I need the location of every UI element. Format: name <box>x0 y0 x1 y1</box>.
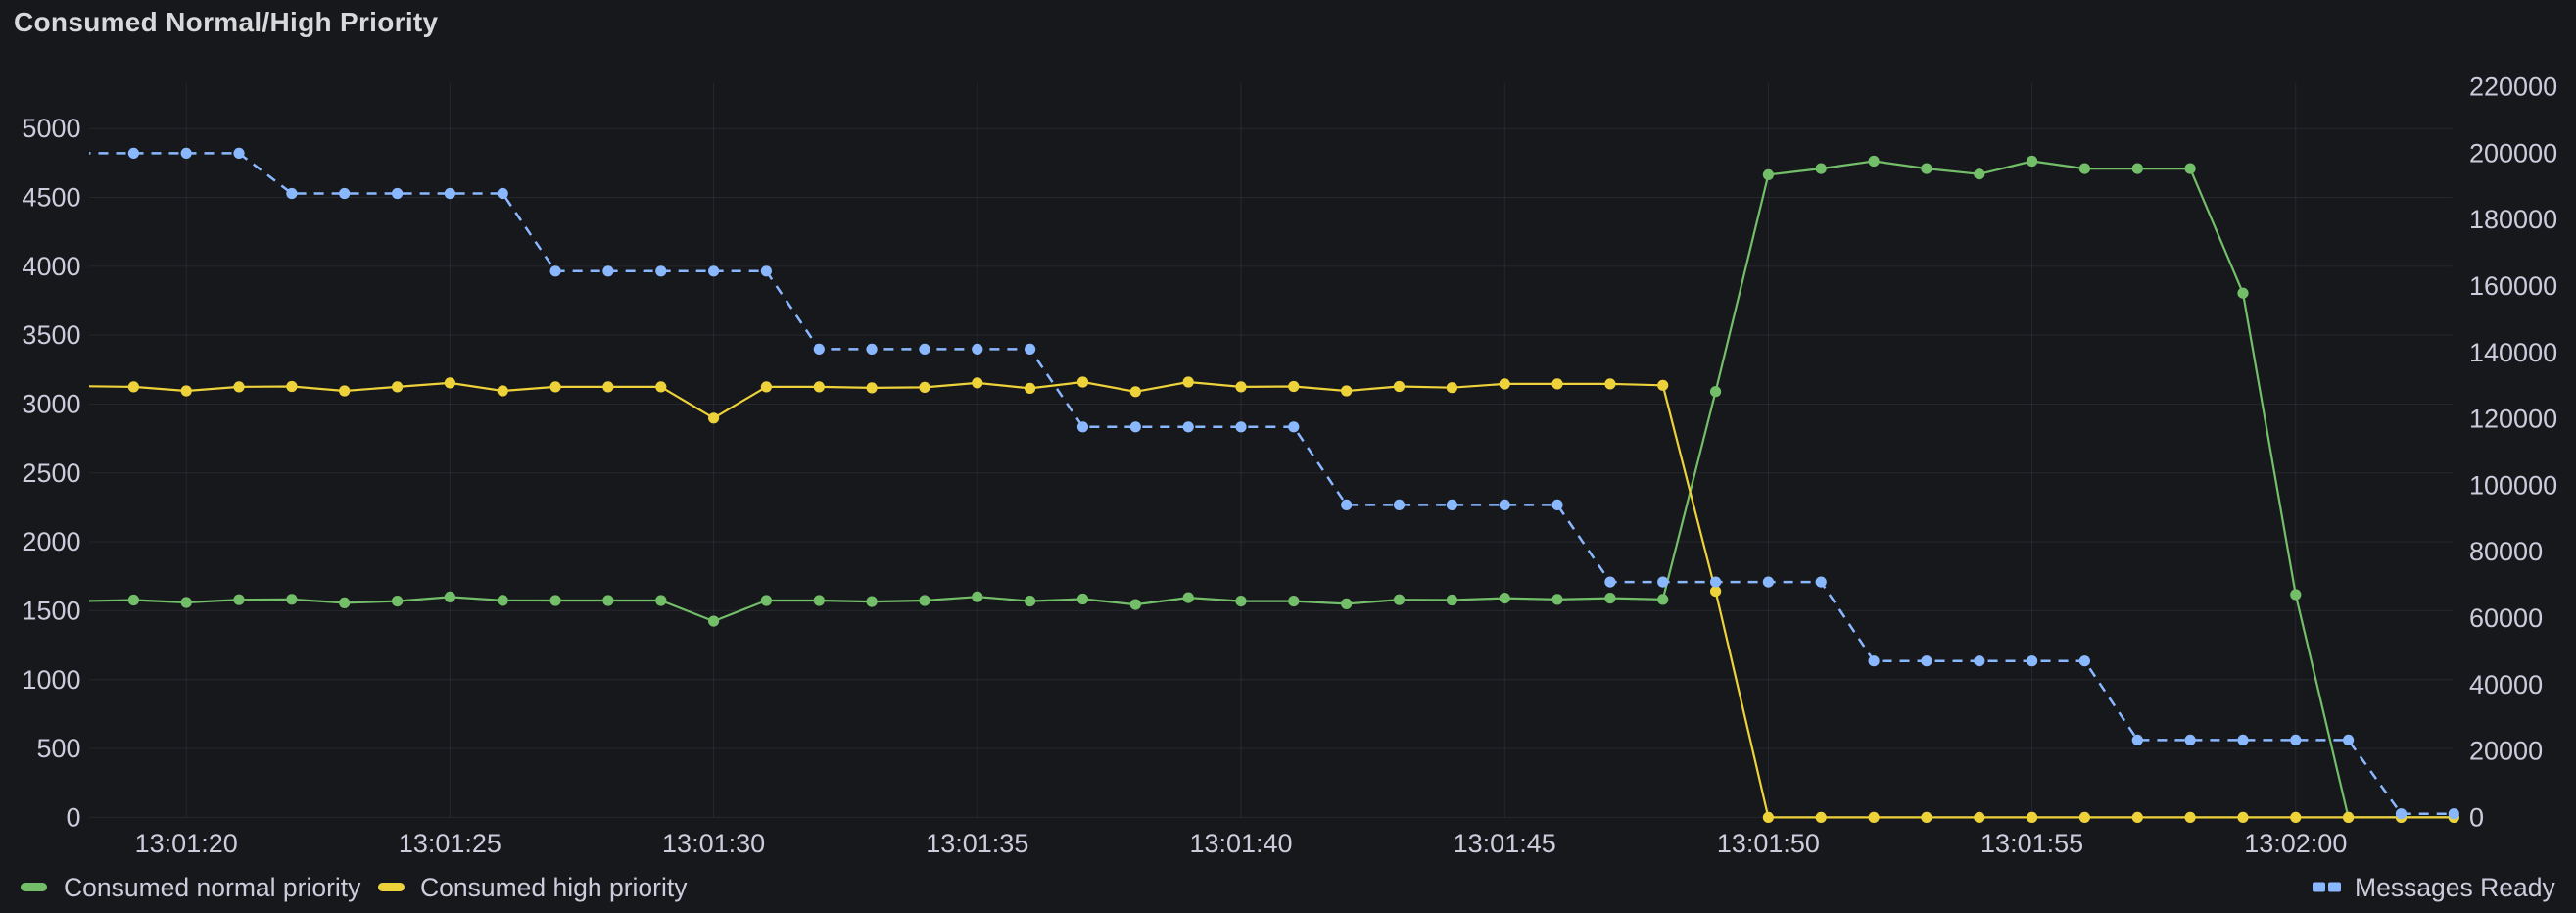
svg-text:220000: 220000 <box>2469 72 2557 102</box>
svg-text:200000: 200000 <box>2469 138 2557 168</box>
svg-text:120000: 120000 <box>2469 405 2557 434</box>
svg-text:3000: 3000 <box>22 390 80 419</box>
svg-text:13:01:55: 13:01:55 <box>1980 829 2083 858</box>
svg-text:140000: 140000 <box>2469 338 2557 367</box>
svg-text:Consumed Normal/High Priority: Consumed Normal/High Priority <box>14 7 439 37</box>
svg-text:13:01:20: 13:01:20 <box>135 829 238 858</box>
svg-text:13:01:25: 13:01:25 <box>399 829 501 858</box>
svg-text:180000: 180000 <box>2469 205 2557 234</box>
svg-text:0: 0 <box>66 802 80 832</box>
svg-text:0: 0 <box>2469 802 2484 832</box>
svg-text:3500: 3500 <box>22 320 80 350</box>
svg-text:13:01:30: 13:01:30 <box>662 829 765 858</box>
svg-text:20000: 20000 <box>2469 737 2543 766</box>
svg-text:40000: 40000 <box>2469 670 2543 699</box>
svg-text:100000: 100000 <box>2469 470 2557 500</box>
svg-text:4000: 4000 <box>22 252 80 281</box>
svg-text:2500: 2500 <box>22 458 80 488</box>
svg-text:500: 500 <box>36 734 80 763</box>
svg-text:13:02:00: 13:02:00 <box>2244 829 2347 858</box>
svg-text:80000: 80000 <box>2469 537 2543 566</box>
svg-text:Consumed normal priority: Consumed normal priority <box>64 873 361 902</box>
svg-text:60000: 60000 <box>2469 603 2543 633</box>
svg-text:13:01:45: 13:01:45 <box>1454 829 1556 858</box>
svg-text:4500: 4500 <box>22 183 80 213</box>
svg-text:1500: 1500 <box>22 596 80 625</box>
svg-text:160000: 160000 <box>2469 271 2557 301</box>
svg-text:13:01:35: 13:01:35 <box>926 829 1028 858</box>
svg-text:2000: 2000 <box>22 527 80 556</box>
svg-text:1000: 1000 <box>22 665 80 695</box>
svg-text:13:01:50: 13:01:50 <box>1717 829 1820 858</box>
svg-text:Messages Ready: Messages Ready <box>2355 873 2555 902</box>
svg-text:Consumed high priority: Consumed high priority <box>420 873 688 902</box>
svg-text:5000: 5000 <box>22 114 80 143</box>
svg-text:13:01:40: 13:01:40 <box>1189 829 1292 858</box>
